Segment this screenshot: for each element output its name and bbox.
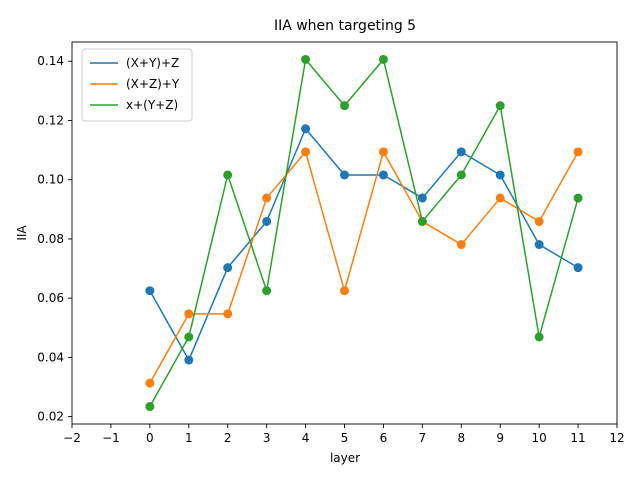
x-tick-label: 5 bbox=[341, 431, 349, 445]
data-point bbox=[340, 170, 349, 180]
data-point bbox=[262, 216, 272, 226]
data-point bbox=[378, 147, 388, 157]
data-point bbox=[534, 332, 544, 342]
y-axis-title: IIA bbox=[15, 225, 29, 241]
x-tick-label: 1 bbox=[185, 431, 193, 445]
x-tick-label: −1 bbox=[102, 431, 120, 445]
y-tick-label: 0.06 bbox=[37, 291, 64, 305]
data-point bbox=[184, 355, 194, 365]
x-tick-label: 9 bbox=[496, 431, 504, 445]
plot-area bbox=[71, 41, 618, 425]
legend-label: (X+Y)+Z bbox=[126, 56, 179, 70]
data-point bbox=[301, 147, 311, 157]
data-point bbox=[340, 101, 349, 111]
data-point bbox=[534, 216, 544, 226]
x-tick-label: 4 bbox=[302, 431, 310, 445]
data-point bbox=[145, 378, 155, 388]
data-point bbox=[573, 147, 583, 157]
legend-label: x+(Y+Z) bbox=[126, 98, 178, 112]
data-point bbox=[456, 240, 466, 250]
data-point bbox=[495, 170, 505, 180]
x-tick-label: 8 bbox=[457, 431, 465, 445]
series-1 bbox=[145, 124, 583, 365]
data-point bbox=[456, 147, 466, 157]
data-point bbox=[417, 216, 427, 226]
data-point bbox=[495, 193, 505, 203]
data-point bbox=[495, 101, 505, 111]
y-tick-label: 0.02 bbox=[37, 410, 64, 424]
series-line bbox=[149, 58, 579, 407]
x-tick-label: −2 bbox=[63, 431, 81, 445]
legend-box bbox=[81, 48, 193, 122]
data-point bbox=[301, 54, 311, 64]
x-axis: −2 −1 0 1 2 3 4 5 6 7 8 9 10 11 12 bbox=[63, 424, 625, 445]
legend-label: (X+Z)+Y bbox=[126, 77, 180, 91]
y-tick-label: 0.12 bbox=[37, 113, 64, 127]
data-point bbox=[340, 286, 349, 296]
legend: (X+Y)+Z (X+Z)+Y x+(Y+Z) bbox=[81, 48, 193, 122]
x-tick-label: 10 bbox=[532, 431, 547, 445]
x-tick-label: 2 bbox=[224, 431, 232, 445]
data-point bbox=[223, 263, 233, 273]
data-point bbox=[456, 170, 466, 180]
x-tick-label: 6 bbox=[380, 431, 388, 445]
series-3 bbox=[145, 54, 583, 412]
data-point bbox=[262, 286, 272, 296]
data-point bbox=[417, 193, 427, 203]
x-tick-label: 12 bbox=[609, 431, 624, 445]
y-tick-label: 0.10 bbox=[37, 173, 64, 187]
series-line bbox=[149, 128, 579, 361]
x-tick-label: 0 bbox=[146, 431, 154, 445]
y-tick-label: 0.04 bbox=[37, 350, 64, 364]
y-tick-label: 0.14 bbox=[37, 54, 64, 68]
data-point bbox=[184, 309, 194, 319]
data-point bbox=[223, 170, 233, 180]
data-point bbox=[223, 309, 233, 319]
series-line bbox=[149, 151, 579, 384]
data-point bbox=[534, 240, 544, 250]
x-tick-label: 11 bbox=[570, 431, 585, 445]
data-point bbox=[262, 193, 272, 203]
data-point bbox=[573, 263, 583, 273]
chart-title: IIA when targeting 5 bbox=[274, 18, 416, 34]
data-point bbox=[145, 402, 155, 412]
y-axis: 0.02 0.04 0.06 0.08 0.10 0.12 0.14 bbox=[37, 54, 72, 424]
data-point bbox=[301, 124, 311, 134]
data-point bbox=[378, 170, 388, 180]
x-tick-label: 3 bbox=[263, 431, 271, 445]
x-tick-label: 7 bbox=[419, 431, 427, 445]
data-point bbox=[145, 286, 155, 296]
data-point bbox=[184, 332, 194, 342]
y-tick-label: 0.08 bbox=[37, 232, 64, 246]
data-point bbox=[573, 193, 583, 203]
data-point bbox=[378, 54, 388, 64]
x-axis-title: layer bbox=[330, 451, 360, 465]
